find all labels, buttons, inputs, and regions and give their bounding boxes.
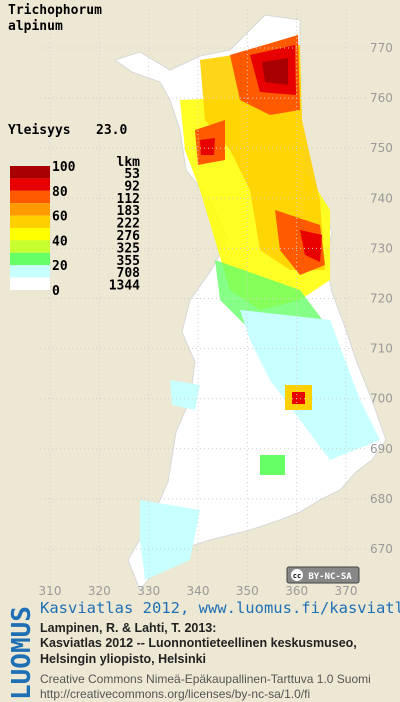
citation-line: Lampinen, R. & Lahti, T. 2013: [40,621,216,635]
atlas-link[interactable]: Kasviatlas 2012, www.luomus.fi/kasviatla… [40,599,400,617]
y-label: 710 [370,342,393,356]
grid [40,10,368,585]
legend-count: 92 [124,179,140,194]
legend-scale-label: 40 [52,234,68,249]
legend-scale-label: 80 [52,185,68,200]
citation-line: Helsingin yliopisto, Helsinki [40,652,206,666]
x-label: 310 [39,584,62,598]
legend-swatch [10,240,50,253]
legend-swatch [10,252,50,266]
y-label: 730 [370,241,393,255]
x-label: 350 [236,584,259,598]
license-line[interactable]: http://creativecommons.org/licenses/by-n… [40,687,310,701]
legend-count: 325 [117,241,140,256]
legend-scale-label: 20 [52,259,68,274]
x-label: 330 [137,584,160,598]
frequency-label: Yleisyys [8,123,71,138]
x-label: 320 [88,584,111,598]
legend-count: 1344 [109,279,140,294]
legend-count: 355 [117,254,140,269]
x-label: 340 [187,584,210,598]
license-badge: cc BY-NC-SA [286,566,360,584]
legend-count: 53 [124,167,140,182]
y-label: 670 [370,542,393,556]
legend-swatch [10,203,50,216]
x-label: 370 [335,584,358,598]
legend-swatch [10,215,50,228]
y-label: 760 [370,91,393,105]
legend-scale-label: 60 [52,210,68,225]
legend-count: 708 [117,266,141,281]
y-label: 740 [370,191,393,205]
legend-swatch [10,190,50,204]
legend-swatch [10,178,50,191]
badge-icon [291,569,303,581]
y-label: 680 [370,492,393,506]
badge-text: BY-NC-SA [308,572,352,582]
occurrence-patches [140,35,380,580]
legend-swatch [10,277,50,290]
legend-scale-label: 0 [52,284,60,299]
y-label: 770 [370,41,393,55]
badge-icon-text: cc [293,572,301,580]
legend-swatch [10,166,50,179]
legend-scale-label: 100 [52,160,76,175]
y-label: 720 [370,292,393,306]
count-header: lkm [117,155,141,170]
legend-count: 276 [117,229,141,244]
citation-line: Kasviatlas 2012 -- Luonnontieteellinen k… [40,636,357,650]
y-label: 750 [370,141,393,155]
legend-count: 222 [117,217,140,232]
frequency-value: 23.0 [96,123,127,138]
legend-swatch [10,265,50,278]
legend-swatch [10,228,50,241]
legend-count: 112 [117,192,140,207]
license-line: Creative Commons Nimeä-Epäkaupallinen-Ta… [40,672,371,686]
badge-box [286,566,360,584]
title-line: alpinum [8,19,63,34]
title-line: Trichophorum [8,3,102,18]
legend-count: 183 [117,204,140,219]
logo: LUOMUS [7,606,37,700]
x-label: 360 [285,584,308,598]
y-label: 690 [370,442,393,456]
axis-labels: 310 320 330 340 350 360 370 770 760 750 740 730 720 7… [39,41,393,598]
y-label: 700 [370,392,393,406]
